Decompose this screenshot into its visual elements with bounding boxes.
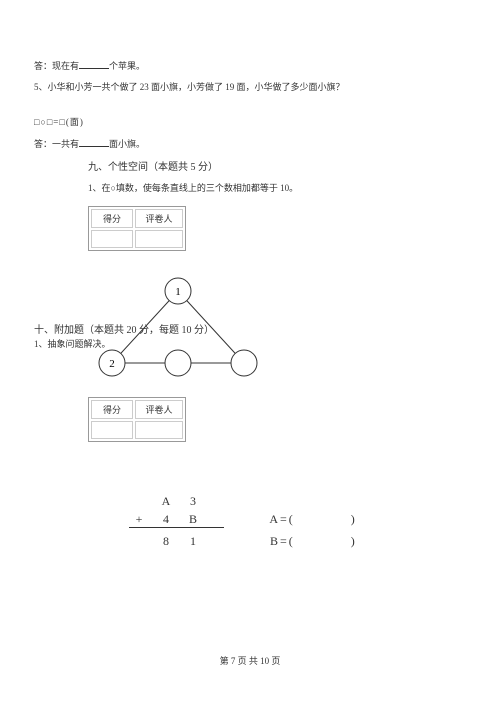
- node-mid[interactable]: [165, 350, 191, 376]
- node-left-label: 2: [109, 358, 115, 370]
- score-box-2: 得分 评卷人: [88, 397, 186, 442]
- node-right[interactable]: [231, 350, 257, 376]
- score-box-1: 得分 评卷人: [88, 206, 186, 251]
- score-hdr-1: 得分: [91, 209, 133, 228]
- blank-1[interactable]: [79, 58, 109, 69]
- answer1-post: 个苹果。: [109, 61, 145, 71]
- score-box-2-wrap: 得分 评卷人: [34, 393, 466, 454]
- score-val-1[interactable]: [91, 230, 133, 248]
- graph-area: 1 2 十、附加题（本题共 20 分，每题 10 分） 1、抽象问题解决。: [34, 269, 466, 389]
- answer-line-1: 答：现在有 个苹果。: [34, 58, 466, 72]
- section-9-q1: 1、在○填数，使每条直线上的三个数相加都等于 10。: [34, 181, 466, 194]
- r3c2: 8: [156, 534, 178, 549]
- score2-val-2[interactable]: [135, 421, 183, 439]
- blank-2[interactable]: [79, 136, 109, 147]
- addition-problem: A 3 + 4 B A=( ) 8 1: [34, 494, 466, 552]
- score2-hdr-1: 得分: [91, 400, 133, 419]
- r1c3: 3: [183, 494, 205, 509]
- eq-B-end: ): [351, 534, 357, 548]
- r2c1: +: [129, 512, 151, 527]
- score-hdr-2: 评卷人: [135, 209, 183, 228]
- score-box-1-wrap: 得分 评卷人: [34, 202, 466, 263]
- r1c2: A: [156, 494, 178, 509]
- answer1-pre: 答：现在有: [34, 61, 79, 71]
- section-10-title: 十、附加题（本题共 20 分，每题 10 分）: [34, 321, 214, 336]
- node-top-label: 1: [175, 286, 181, 298]
- add-row-3: 8 1 B=( ): [129, 534, 466, 552]
- equation-boxes: □○□=□(面): [34, 115, 466, 128]
- section-9-title: 九、个性空间（本题共 5 分）: [34, 158, 466, 173]
- eq-A-end: ): [351, 512, 357, 526]
- eq-A: A=(: [269, 512, 294, 526]
- score2-hdr-2: 评卷人: [135, 400, 183, 419]
- page: 答：现在有 个苹果。 5、小华和小芳一共个做了 23 面小旗，小芳做了 19 面，…: [0, 0, 500, 707]
- score-val-2[interactable]: [135, 230, 183, 248]
- answer2-pre: 答：一共有: [34, 139, 79, 149]
- add-table: A 3 + 4 B A=( ) 8 1: [129, 494, 466, 552]
- eq-B: B=(: [270, 534, 295, 548]
- r2c2: 4: [156, 512, 178, 527]
- add-row-1: A 3: [129, 494, 466, 512]
- score2-val-1[interactable]: [91, 421, 133, 439]
- r3c3: 1: [183, 534, 205, 549]
- answer2-post: 面小旗。: [109, 139, 145, 149]
- add-row-2: + 4 B A=( ): [129, 512, 466, 530]
- answer-line-2: 答：一共有 面小旗。: [34, 136, 466, 150]
- section-10-q1: 1、抽象问题解决。: [34, 337, 111, 350]
- question-5: 5、小华和小芳一共个做了 23 面小旗，小芳做了 19 面，小华做了多少面小旗？: [34, 80, 466, 93]
- page-footer: 第 7 页 共 10 页: [0, 654, 500, 667]
- r2c3: B: [183, 512, 205, 527]
